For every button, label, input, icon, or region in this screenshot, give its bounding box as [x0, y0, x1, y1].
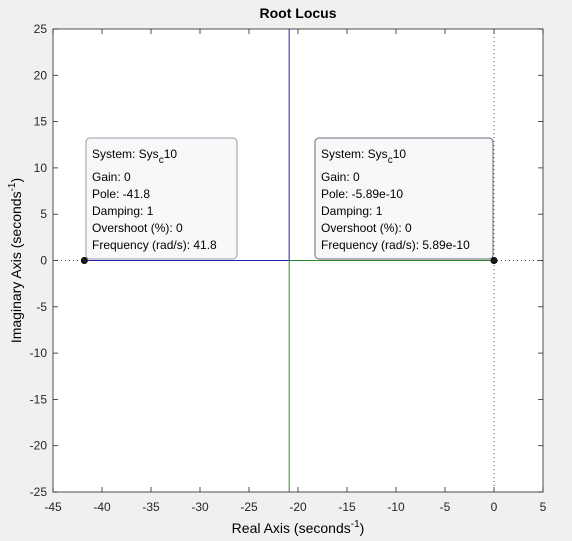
y-tick-label: -5	[36, 300, 47, 314]
datatip-right-gain: Gain: 0	[321, 170, 360, 184]
x-tick-label: 5	[540, 500, 547, 514]
datatip-left-box	[85, 137, 238, 260]
x-tick-label: 0	[491, 500, 498, 514]
datatip-right-pole: Pole: -5.89e-10	[321, 187, 403, 201]
pole-marker-1[interactable]	[490, 256, 498, 264]
datatip-left-damping: Damping: 1	[92, 204, 154, 218]
datatip-left[interactable]: System: Sysc10 Gain: 0 Pole: -41.8 Dampi…	[85, 137, 238, 260]
datatip-left-system-suffix: 10	[164, 147, 178, 161]
x-tick-label: -10	[387, 500, 405, 514]
y-tick-label: 10	[34, 161, 48, 175]
y-axis-label-main: Imaginary Axis (seconds	[8, 191, 24, 343]
y-axis-label: Imaginary Axis (seconds-1)	[7, 178, 24, 343]
y-tick-label: -15	[30, 392, 48, 406]
x-tick-label: -25	[240, 500, 258, 514]
datatip-left-system-prefix: System: Sys	[92, 147, 159, 161]
datatip-right-damping: Damping: 1	[321, 204, 383, 218]
x-axis-label: Real Axis (seconds-1)	[232, 519, 365, 536]
y-axis-ticks: -25 -20 -15 -10 -5 0 5 10 15 20 25	[30, 22, 543, 499]
x-tick-label: -30	[191, 500, 209, 514]
y-tick-label: -20	[30, 439, 48, 453]
datatip-right[interactable]: System: Sysc10 Gain: 0 Pole: -5.89e-10 D…	[314, 137, 494, 260]
x-tick-label: -15	[338, 500, 356, 514]
x-tick-label: -5	[440, 500, 451, 514]
chart-title: Root Locus	[260, 5, 337, 21]
datatip-left-system: System: Sysc10	[92, 147, 177, 166]
datatip-right-system: System: Sysc10	[321, 147, 406, 166]
datatip-right-system-prefix: System: Sys	[321, 147, 388, 161]
y-axis-label-sup: -1	[7, 182, 18, 191]
datatip-right-system-sub: c	[388, 155, 393, 166]
datatip-left-gain: Gain: 0	[92, 170, 131, 184]
datatip-left-system-sub: c	[159, 155, 164, 166]
y-tick-label: -10	[30, 346, 48, 360]
x-tick-label: -40	[93, 500, 111, 514]
y-tick-label: -25	[30, 485, 48, 499]
x-tick-label: -45	[44, 500, 62, 514]
y-axis-label-close: )	[8, 178, 24, 183]
pole-marker-0[interactable]	[80, 256, 88, 264]
locus-branches	[84, 29, 494, 492]
datatip-right-box	[314, 137, 494, 260]
y-tick-label: 20	[34, 68, 48, 82]
datatip-left-frequency: Frequency (rad/s): 41.8	[92, 238, 217, 252]
datatip-left-pole: Pole: -41.8	[92, 187, 150, 201]
datatip-right-frequency: Frequency (rad/s): 5.89e-10	[321, 238, 470, 252]
datatip-right-overshoot: Overshoot (%): 0	[321, 221, 412, 235]
datatip-right-system-suffix: 10	[393, 147, 407, 161]
y-tick-label: 5	[40, 207, 47, 221]
x-tick-label: -35	[142, 500, 160, 514]
x-tick-label: -20	[289, 500, 307, 514]
x-axis-label-sup: -1	[351, 519, 360, 530]
y-tick-label: 15	[34, 115, 48, 129]
datatip-left-overshoot: Overshoot (%): 0	[92, 221, 183, 235]
y-tick-label: 25	[34, 22, 48, 36]
x-axis-label-main: Real Axis (seconds	[232, 520, 351, 536]
x-axis-ticks: -45 -40 -35 -30 -25 -20 -15 -10 -5 0 5	[44, 29, 547, 514]
y-tick-label: 0	[40, 254, 47, 268]
x-axis-label-close: )	[360, 520, 365, 536]
pole-markers	[80, 256, 498, 264]
